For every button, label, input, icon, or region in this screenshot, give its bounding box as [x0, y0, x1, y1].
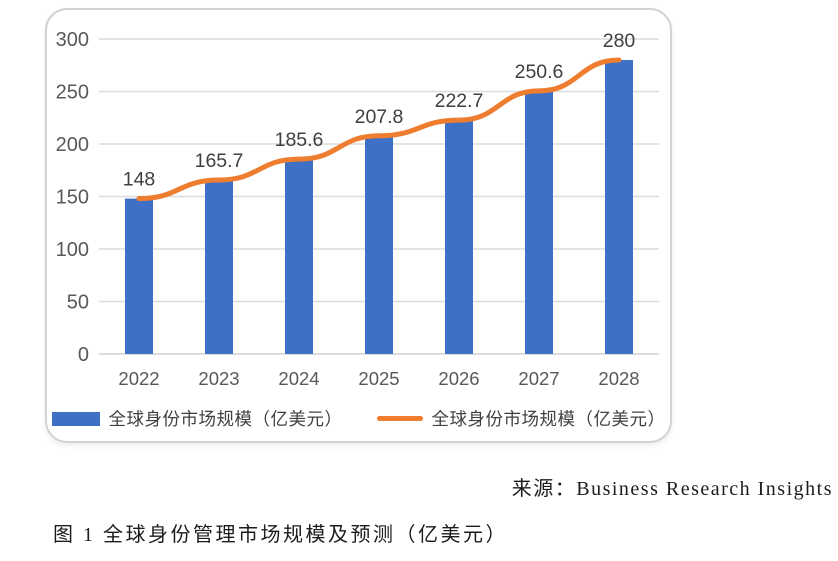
figure-caption: 图 1 全球身份管理市场规模及预测（亿美元）: [53, 524, 508, 546]
source-attribution: 来源：Business Research Insights: [511, 478, 833, 500]
svg-text:200: 200: [56, 134, 89, 156]
svg-text:2026: 2026: [438, 368, 479, 389]
market-chart-card: 0 50 100 150 200 250 300 148 165.7 185.6 207.8 222.…: [45, 8, 672, 443]
svg-text:150: 150: [56, 187, 89, 209]
svg-text:2027: 2027: [518, 368, 559, 389]
svg-text:2025: 2025: [358, 368, 399, 389]
legend-item-bar-series: 全球身份市场规模（亿美元）: [51, 406, 343, 431]
bar-series-label: 全球身份市场规模（亿美元）: [108, 409, 343, 429]
svg-text:300: 300: [56, 29, 89, 51]
bar-series-swatch: [51, 411, 100, 426]
svg-text:2024: 2024: [278, 368, 319, 389]
svg-text:148: 148: [123, 169, 156, 191]
svg-text:280: 280: [603, 30, 636, 52]
svg-text:165.7: 165.7: [195, 150, 244, 172]
svg-text:185.6: 185.6: [275, 129, 324, 151]
chart-legend: 全球身份市场规模（亿美元） 全球身份市场规模（亿美元）: [47, 406, 670, 431]
line-series-swatch: [376, 416, 423, 421]
market-size-chart: 0 50 100 150 200 250 300 148 165.7 185.6 207.8 222.…: [56, 29, 659, 389]
line-series-label: 全球身份市场规模（亿美元）: [431, 409, 666, 429]
legend-item-line-series: 全球身份市场规模（亿美元）: [376, 406, 666, 431]
svg-text:100: 100: [56, 239, 89, 261]
svg-text:250.6: 250.6: [515, 61, 564, 83]
svg-text:50: 50: [67, 292, 89, 314]
svg-text:207.8: 207.8: [355, 106, 404, 128]
svg-text:2023: 2023: [198, 368, 239, 389]
svg-text:222.7: 222.7: [435, 90, 484, 112]
svg-text:250: 250: [56, 82, 89, 104]
svg-text:2028: 2028: [598, 368, 639, 389]
svg-text:0: 0: [78, 344, 89, 366]
svg-text:2022: 2022: [118, 368, 159, 389]
